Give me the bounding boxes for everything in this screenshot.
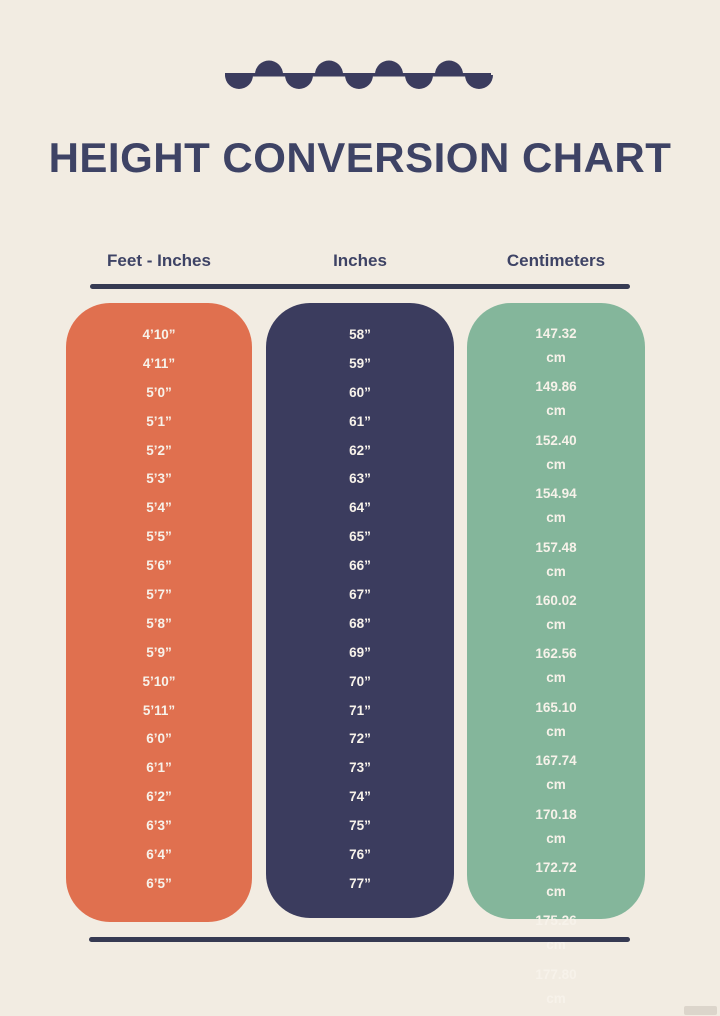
watermark [684, 1006, 717, 1015]
value-cell: 5’4” [146, 500, 172, 516]
value-cell: 157.48 cm [535, 539, 577, 579]
value-cell: 5’2” [146, 442, 172, 458]
value-cell: 62” [349, 442, 371, 458]
value-cell: 60” [349, 384, 371, 400]
column-header-inches: Inches [333, 251, 387, 270]
inches-values: 58” 59” 60” 61” 62” 63” 64” 65” 66” 67” 68” 69” 70” 7… [266, 321, 454, 899]
value-cell: 5’5” [146, 529, 172, 545]
value-cell: 5’11” [142, 702, 176, 718]
value-cell: 74” [349, 789, 371, 805]
value-cell: 172.72 cm [535, 859, 577, 899]
value-cell: 162.56 cm [535, 646, 577, 686]
value-cell: 5’8” [146, 615, 172, 631]
value-cell: 65” [349, 529, 371, 545]
value-cell: 73” [349, 760, 371, 776]
value-cell: 170.18 cm [535, 806, 577, 846]
value-cell: 5’9” [146, 644, 172, 660]
value-cell: 5’1” [146, 413, 172, 429]
header-divider [90, 284, 630, 289]
value-cell: 72” [349, 731, 371, 747]
feet-inches-panel [66, 303, 252, 922]
centimeters-panel [467, 303, 645, 919]
value-cell: 71” [349, 702, 371, 718]
value-cell: 61” [349, 413, 371, 429]
value-cell: 5’0” [146, 384, 172, 400]
bottom-divider [89, 937, 630, 942]
value-cell: 59” [349, 355, 371, 371]
value-cell: 147.32 cm [535, 326, 577, 365]
value-cell: 70” [349, 673, 371, 689]
value-cell: 5’6” [146, 558, 172, 574]
value-cell: 6’0” [146, 731, 172, 747]
centimeters-values: 147.32 cm 149.86 cm 152.40 cm 154.94 cm 157.48 cm… [467, 322, 645, 1016]
value-cell: 68” [349, 615, 371, 631]
value-cell: 160.02 cm [535, 592, 577, 632]
value-cell: 76” [349, 847, 371, 863]
value-cell: 6’5” [146, 875, 172, 891]
feet-inches-values: 4’10” 4’11” 5’0” 5’1” 5’2” 5’3” 5’4” 5’5” 5’6” 5’… [66, 321, 252, 899]
value-cell: 6’4” [146, 847, 172, 863]
value-cell: 167.74 cm [535, 753, 577, 793]
column-header-centimeters: Centimeters [506, 251, 606, 270]
value-cell: 67” [349, 587, 371, 603]
value-cell: 66” [349, 558, 371, 574]
value-cell: 5’3” [146, 471, 172, 487]
value-cell: 6’3” [146, 818, 172, 834]
value-cell: 6’2” [146, 789, 172, 805]
value-cell: 165.10 cm [535, 699, 577, 739]
value-cell: 75” [349, 818, 371, 834]
value-cell: 175.26 cm [535, 913, 577, 953]
value-cell: 63” [349, 471, 371, 487]
value-cell: 152.40 cm [535, 432, 577, 472]
value-cell: 5’7” [146, 587, 172, 603]
value-cell: 4’10” [142, 327, 176, 342]
value-cell: 6’1” [146, 760, 172, 776]
value-cell: 69” [349, 644, 371, 660]
value-cell: 4’11” [142, 355, 176, 371]
value-cell: 77” [349, 875, 371, 891]
value-cell: 64” [349, 500, 371, 516]
value-cell: 177.80 cm [535, 966, 577, 1006]
value-cell: 5’10” [142, 673, 176, 689]
scalloped-wave-icon [225, 60, 493, 89]
page-title: HEIGHT CONVERSION CHART [48, 134, 672, 181]
value-cell: 154.94 cm [535, 486, 577, 526]
value-cell: 149.86 cm [535, 379, 577, 419]
value-cell: 58” [349, 327, 371, 342]
column-header-feet-inches: Feet - Inches [107, 251, 211, 270]
inches-panel [266, 303, 454, 918]
